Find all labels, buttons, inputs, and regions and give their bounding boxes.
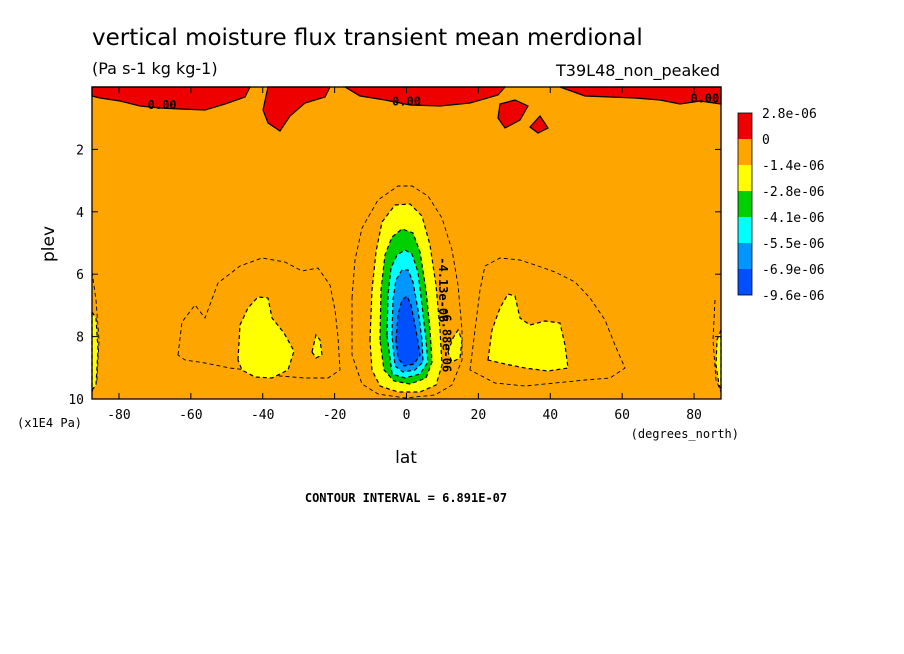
contour-label: 0.00: [690, 92, 719, 106]
chart-units: (Pa s-1 kg kg-1): [92, 59, 218, 78]
legend-swatch: [738, 243, 752, 269]
x-tick-label: 60: [614, 408, 630, 423]
contour-label: -4.13e-06: [436, 257, 450, 322]
x-tick-label: 80: [686, 408, 702, 423]
red-region-left: [91, 86, 251, 111]
y-axis-label: plev: [39, 226, 59, 262]
x-tick-label: 0: [403, 408, 411, 423]
x-tick-label: -40: [251, 408, 274, 423]
yellow-region-left: [237, 296, 295, 379]
legend-swatch: [738, 139, 752, 165]
plot-area: 0.00 0.00 0.00 -4.13e-06-6.88e-06: [91, 86, 722, 400]
x-tick-label: 40: [542, 408, 558, 423]
legend-swatch: [738, 113, 752, 139]
legend-swatch: [738, 191, 752, 217]
equatorial-minimum: [369, 203, 443, 393]
chart-title: vertical moisture flux transient mean me…: [92, 25, 643, 51]
contour-center-outer: [351, 185, 463, 399]
color-legend: 2.8e-06 0 -1.4e-06 -2.8e-06 -4.1e-06 -5.5e-06…: [737, 107, 825, 304]
contour-right-edge: [712, 299, 722, 393]
y-axis-unit: (x1E4 Pa): [17, 416, 82, 430]
contour-right-outer: [469, 257, 626, 387]
red-region-right-tiny: [529, 115, 549, 134]
red-region-right-small: [497, 99, 529, 129]
legend-label: -2.8e-06: [762, 185, 825, 200]
center-blue: [395, 295, 421, 367]
positive-regions: [91, 86, 722, 134]
legend-swatch: [738, 217, 752, 243]
x-tick-label: -80: [107, 408, 130, 423]
run-label: T39L48_non_peaked: [555, 61, 720, 81]
contour-labels: 0.00 0.00 0.00 -4.13e-06-6.88e-06: [148, 92, 720, 373]
contour-label: 0.00: [148, 98, 177, 112]
contour-interval: CONTOUR INTERVAL = 6.891E-07: [305, 491, 507, 505]
contour-label: -6.88e-06: [439, 307, 453, 372]
yellow-region-left-small: [311, 333, 323, 359]
y-tick-label: 10: [68, 393, 84, 408]
legend-label: 0: [762, 133, 770, 148]
x-axis: -80 -60 -40 -20 0 20 40 60 80: [107, 87, 702, 423]
x-tick-label: -60: [179, 408, 202, 423]
x-axis-unit: (degrees_north): [631, 427, 739, 441]
legend-label: -6.9e-06: [762, 263, 825, 278]
y-tick-label: 4: [76, 206, 84, 221]
y-tick-label: 8: [76, 331, 84, 346]
legend-label: -1.4e-06: [762, 159, 825, 174]
red-region-center-left: [262, 86, 331, 132]
legend-swatch: [738, 269, 752, 295]
contour-label: 0.00: [392, 95, 421, 109]
legend-label: -4.1e-06: [762, 211, 825, 226]
y-tick-label: 2: [76, 143, 84, 158]
yellow-region-right: [487, 293, 569, 372]
contour-left-outer: [177, 257, 341, 379]
y-axis: 2 4 6 8 10: [68, 143, 721, 408]
legend-label: -5.5e-06: [762, 237, 825, 252]
legend-label: 2.8e-06: [762, 107, 817, 122]
x-axis-label: lat: [395, 448, 417, 468]
yellow-region-right-small: [447, 328, 463, 363]
red-region-center: [342, 86, 507, 107]
y-tick-label: 6: [76, 268, 84, 283]
legend-frame: [737, 112, 753, 296]
x-tick-label: 20: [471, 408, 487, 423]
legend-label: -9.6e-06: [762, 289, 825, 304]
x-tick-label: -20: [323, 408, 346, 423]
legend-swatch: [738, 165, 752, 191]
